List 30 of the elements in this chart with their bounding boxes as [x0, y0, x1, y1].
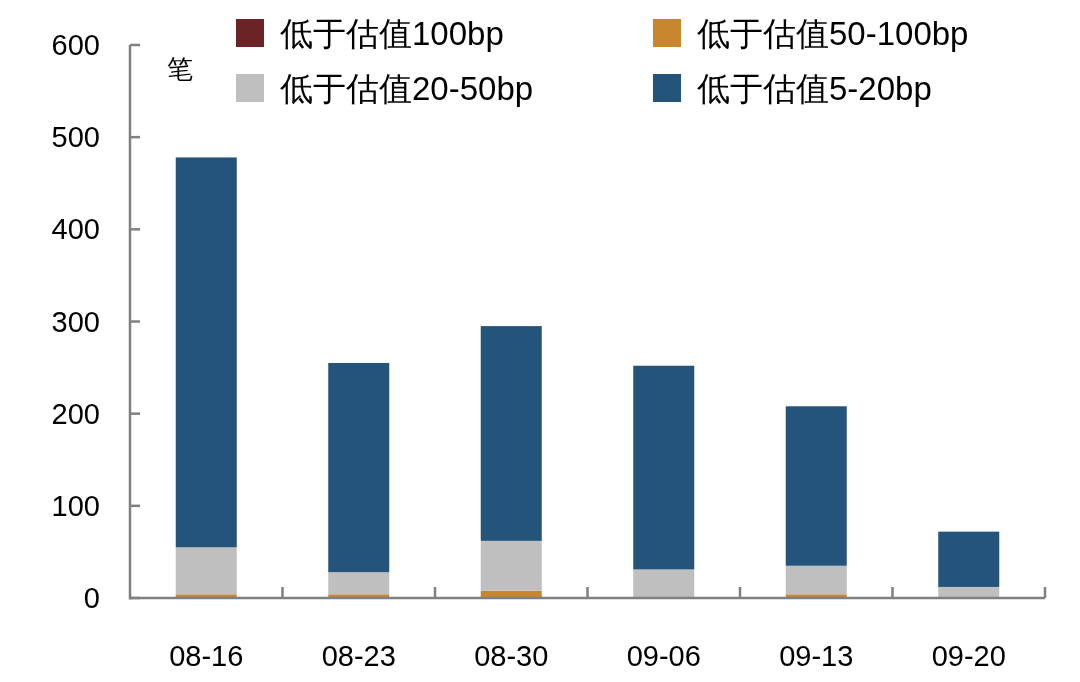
bar [175, 157, 237, 548]
x-tick-label: 09-20 [931, 640, 1006, 672]
bar [785, 406, 847, 566]
legend-label: 低于估值100bp [280, 15, 504, 52]
y-tick-label: 600 [51, 29, 100, 61]
y-tick-label: 400 [51, 213, 100, 246]
legend-label: 低于估值50-100bp [697, 15, 969, 52]
bar [175, 547, 237, 595]
x-tick-label: 08-30 [474, 640, 549, 672]
bar [328, 572, 390, 595]
bar [480, 326, 542, 541]
bar [633, 569, 695, 598]
legend-label: 低于估值20-50bp [280, 70, 534, 107]
x-tick-label: 09-06 [626, 640, 701, 672]
y-tick-label: 0 [83, 582, 100, 614]
bar [633, 365, 695, 570]
bar [938, 531, 1000, 587]
legend-label: 低于估值5-20bp [697, 70, 932, 107]
y-tick-label: 200 [51, 397, 100, 430]
x-tick-label: 08-16 [169, 640, 244, 672]
x-tick-label: 08-23 [321, 640, 396, 672]
bar [480, 540, 542, 591]
y-tick-label: 500 [51, 121, 100, 154]
x-tick-label: 09-13 [779, 640, 854, 672]
bar [328, 362, 390, 573]
y-tick-label: 100 [51, 489, 100, 522]
y-tick-label: 300 [51, 305, 100, 338]
bar [938, 586, 1000, 598]
y-axis-title: 笔 [167, 54, 193, 84]
bar [785, 565, 847, 595]
